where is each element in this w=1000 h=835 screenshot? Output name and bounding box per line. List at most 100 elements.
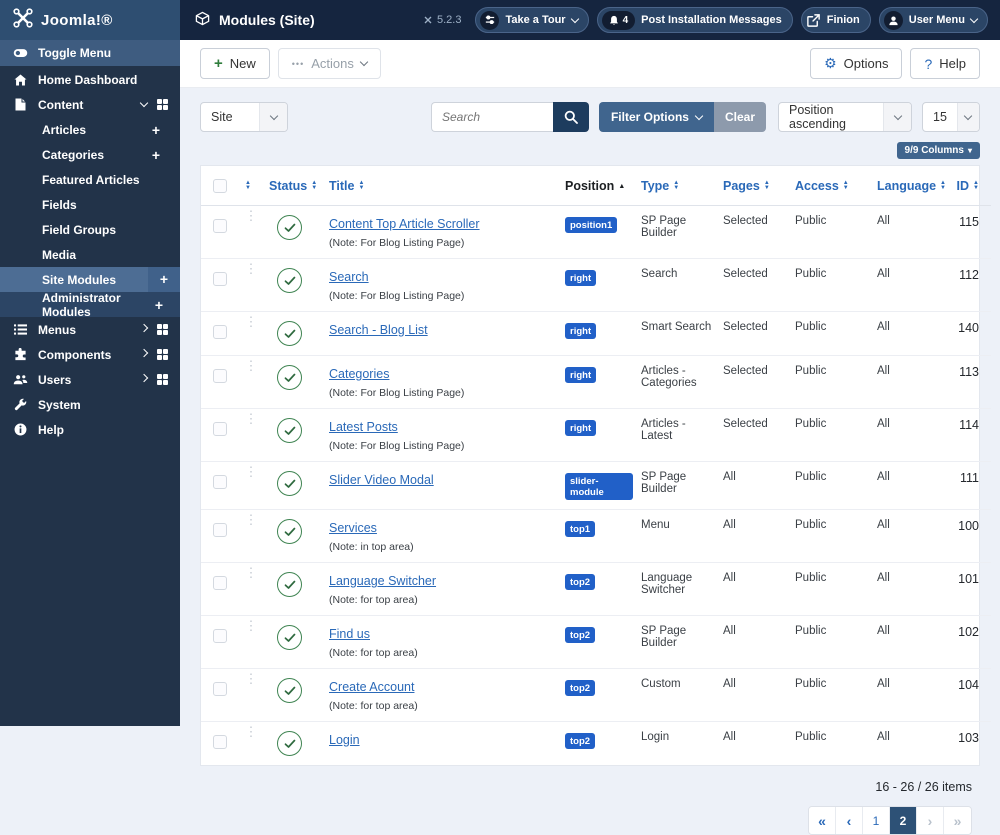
clear-button[interactable]: Clear [714,102,766,132]
users-dashboard-grid-icon[interactable] [157,374,169,386]
module-title-link[interactable]: Login [329,731,360,747]
drag-handle-icon[interactable]: ⋮ [237,563,265,616]
module-title-link[interactable]: Language Switcher [329,572,436,588]
module-title-link[interactable]: Find us [329,625,370,641]
new-site-module-plus-icon[interactable]: + [148,267,180,292]
select-all-checkbox[interactable] [213,179,227,193]
status-published-button[interactable] [277,365,302,390]
module-title-link[interactable]: Categories [329,365,389,381]
new-category-plus-icon[interactable]: + [144,147,168,163]
pagination-prev-button[interactable]: ‹ [836,807,863,834]
status-published-button[interactable] [277,215,302,240]
status-published-button[interactable] [277,418,302,443]
new-article-plus-icon[interactable]: + [144,122,168,138]
drag-handle-icon[interactable]: ⋮ [237,669,265,722]
sidebar-item-users[interactable]: Users [0,367,180,392]
take-a-tour-button[interactable]: Take a Tour [475,7,588,33]
drag-handle-icon[interactable]: ⋮ [237,312,265,356]
user-menu-button[interactable]: User Menu [879,7,988,33]
module-title-link[interactable]: Search [329,268,369,284]
position-badge[interactable]: top1 [565,521,595,537]
position-badge[interactable]: position1 [565,217,617,233]
column-header-pages[interactable]: Pages [719,166,791,206]
row-checkbox[interactable] [213,629,227,643]
pagination-page-2-button[interactable]: 2 [890,807,917,834]
sidebar-item-home-dashboard[interactable]: Home Dashboard [0,67,180,92]
position-badge[interactable]: slider-module [565,473,633,500]
new-admin-module-plus-icon[interactable]: + [150,297,168,313]
column-header-type[interactable]: Type [637,166,719,206]
options-button[interactable]: ⚙ Options [810,48,902,79]
position-badge[interactable]: top2 [565,680,595,696]
post-installation-messages-button[interactable]: 4 Post Installation Messages [597,7,793,33]
column-header-position[interactable]: Position [561,166,637,206]
sidebar-item-featured-articles[interactable]: Featured Articles [0,167,180,192]
menus-dashboard-grid-icon[interactable] [157,324,169,336]
column-header-title[interactable]: Title [325,166,561,206]
pagination-page-1-button[interactable]: 1 [863,807,890,834]
filter-options-button[interactable]: Filter Options [599,102,714,132]
new-button[interactable]: + New [200,48,270,79]
row-checkbox[interactable] [213,325,227,339]
sidebar-item-media[interactable]: Media [0,242,180,267]
sidebar-item-help[interactable]: Help [0,417,180,442]
position-badge[interactable]: right [565,323,596,339]
sidebar-item-system[interactable]: System [0,392,180,417]
column-header-language[interactable]: Language [873,166,949,206]
column-header-status[interactable]: Status [265,166,325,206]
module-title-link[interactable]: Search - Blog List [329,321,428,337]
sidebar-item-administrator-modules[interactable]: Administrator Modules + [0,292,180,317]
sidebar-item-components[interactable]: Components [0,342,180,367]
row-checkbox[interactable] [213,369,227,383]
list-limit-select[interactable]: 15 [922,102,980,132]
status-published-button[interactable] [277,625,302,650]
drag-handle-icon[interactable]: ⋮ [237,409,265,462]
module-title-link[interactable]: Create Account [329,678,414,694]
position-badge[interactable]: top2 [565,733,595,749]
sidebar-item-categories[interactable]: Categories + [0,142,180,167]
help-button[interactable]: ? Help [910,48,980,79]
components-dashboard-grid-icon[interactable] [157,349,169,361]
sidebar-item-field-groups[interactable]: Field Groups [0,217,180,242]
toggle-menu-button[interactable]: Toggle Menu [0,40,180,66]
status-published-button[interactable] [277,519,302,544]
drag-handle-icon[interactable]: ⋮ [237,616,265,669]
module-title-link[interactable]: Content Top Article Scroller [329,215,480,231]
row-checkbox[interactable] [213,523,227,537]
position-badge[interactable]: right [565,367,596,383]
sidebar-item-fields[interactable]: Fields [0,192,180,217]
drag-handle-icon[interactable]: ⋮ [237,722,265,766]
drag-handle-icon[interactable]: ⋮ [237,356,265,409]
site-preview-button[interactable]: Finion [801,7,871,33]
column-header-access[interactable]: Access [791,166,873,206]
module-title-link[interactable]: Services [329,519,377,535]
client-select[interactable]: Site [200,102,288,132]
row-checkbox[interactable] [213,272,227,286]
row-checkbox[interactable] [213,735,227,749]
position-badge[interactable]: top2 [565,574,595,590]
sort-order-select[interactable]: Position ascending [778,102,912,132]
status-published-button[interactable] [277,268,302,293]
column-header-id[interactable]: ID [949,166,991,206]
position-badge[interactable]: right [565,420,596,436]
status-published-button[interactable] [277,572,302,597]
sidebar-item-menus[interactable]: Menus [0,317,180,342]
drag-handle-icon[interactable]: ⋮ [237,259,265,312]
drag-handle-icon[interactable]: ⋮ [237,206,265,259]
module-title-link[interactable]: Latest Posts [329,418,398,434]
status-published-button[interactable] [277,731,302,756]
row-checkbox[interactable] [213,475,227,489]
actions-dropdown-button[interactable]: ••• Actions [278,48,381,79]
column-header-ordering[interactable] [237,166,265,206]
position-badge[interactable]: top2 [565,627,595,643]
module-title-link[interactable]: Slider Video Modal [329,471,434,487]
pagination-first-button[interactable]: « [809,807,836,834]
drag-handle-icon[interactable]: ⋮ [237,510,265,563]
search-input[interactable] [431,102,553,132]
content-dashboard-grid-icon[interactable] [157,99,169,111]
drag-handle-icon[interactable]: ⋮ [237,462,265,510]
status-published-button[interactable] [277,678,302,703]
row-checkbox[interactable] [213,422,227,436]
position-badge[interactable]: right [565,270,596,286]
sidebar-item-articles[interactable]: Articles + [0,117,180,142]
